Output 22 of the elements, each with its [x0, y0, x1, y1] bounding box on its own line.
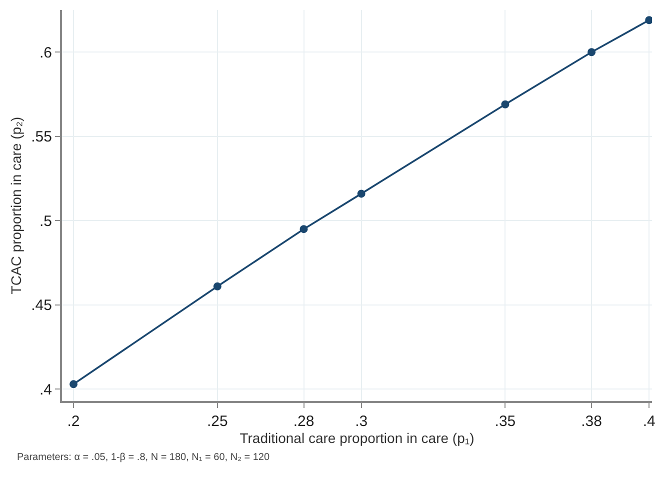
point: [70, 380, 78, 388]
x-tick-label: .4: [642, 413, 656, 430]
point: [357, 190, 366, 198]
y-tick-label: .4: [39, 381, 52, 398]
point: [645, 16, 652, 24]
x-tick-label: .35: [494, 413, 516, 430]
x-axis-title: Traditional care proportion in care (p₁): [240, 430, 474, 446]
x-tick-label: .25: [206, 413, 228, 430]
point: [300, 225, 308, 234]
y-tick-label: .5: [39, 212, 52, 230]
x-tick-label: .2: [67, 413, 80, 430]
y-tick-label: .45: [31, 297, 52, 314]
x-tick-label: .28: [293, 413, 314, 430]
text: Parameters: α = .05, 1-β = .8, N = 180, N₁ = 60, N₂ = 120: [17, 452, 270, 463]
x-tick-label: .38: [581, 413, 602, 430]
y-tick-label: .6: [39, 44, 52, 62]
y-axis-title: TCAC proportion in care (p₂): [8, 116, 24, 294]
y-tick-label: .55: [31, 128, 52, 146]
point: [213, 282, 222, 290]
point: [501, 100, 510, 108]
x-tick-label: .3: [355, 413, 368, 430]
point: [588, 48, 596, 56]
